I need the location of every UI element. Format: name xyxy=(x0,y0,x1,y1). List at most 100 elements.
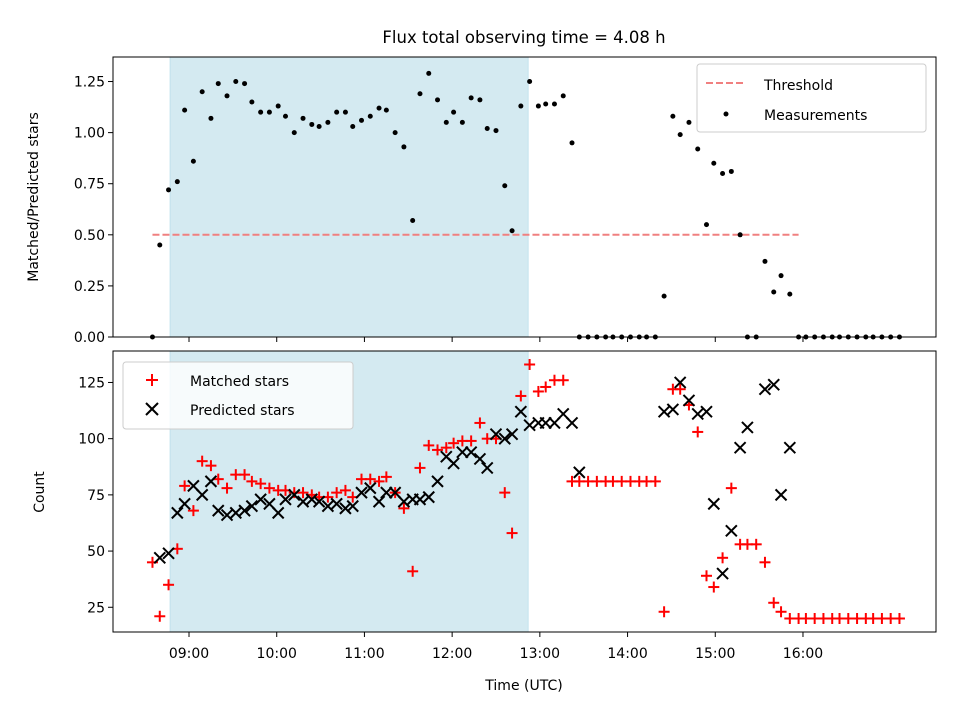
x-tick-label: 10:00 xyxy=(257,646,297,662)
predicted-star-point xyxy=(397,495,411,508)
matched-star-point xyxy=(339,484,351,496)
matched-star-point xyxy=(331,487,343,499)
measurement-point xyxy=(569,140,575,146)
predicted-star-point xyxy=(707,497,721,511)
matched-star-point xyxy=(154,610,166,622)
x-tick-label: 16:00 xyxy=(783,646,823,662)
y-tick-label: 0.25 xyxy=(74,279,105,295)
measurement-point xyxy=(711,160,717,166)
predicted-star-point xyxy=(758,383,772,396)
measurement-point xyxy=(435,97,441,103)
measurement-point xyxy=(703,222,709,228)
matched-star-point xyxy=(407,565,419,577)
predicted-star-point xyxy=(220,508,234,522)
predicted-star-point xyxy=(498,432,511,445)
measurement-point xyxy=(661,293,667,299)
matched-star-point xyxy=(205,460,217,472)
predicted-star-point xyxy=(305,493,319,506)
bottom-panel: 09:00 10:00 11:00 12:00 13:00 14:00 15:00 16:00… xyxy=(32,350,937,694)
legend-predicted-label: Predicted stars xyxy=(190,403,295,419)
measurement-point xyxy=(720,170,726,176)
measurement-point xyxy=(157,242,163,248)
matched-star-point xyxy=(474,417,486,429)
measurement-point xyxy=(325,119,331,125)
predicted-star-point xyxy=(271,506,285,520)
predicted-star-point xyxy=(657,405,671,418)
y-tick-label: 1.00 xyxy=(74,126,105,142)
matched-star-point xyxy=(440,442,452,454)
measurement-point xyxy=(199,89,205,95)
predicted-star-point xyxy=(514,405,528,418)
measurement-point xyxy=(383,107,389,113)
measurement-point xyxy=(728,168,734,174)
legend-predicted-swatch xyxy=(145,402,159,416)
bottom-y-axis-label: Count xyxy=(32,471,48,513)
top-x-ticks xyxy=(188,337,804,342)
matched-star-point xyxy=(187,505,199,517)
predicted-star-point xyxy=(489,427,503,441)
matched-star-point xyxy=(297,487,309,499)
measurement-point xyxy=(737,232,743,238)
x-tick-label: 09:00 xyxy=(169,646,209,662)
predicted-star-point xyxy=(456,445,469,459)
predicted-star-point xyxy=(741,421,754,434)
bottom-series xyxy=(146,358,905,625)
measurement-point xyxy=(426,70,432,76)
y-tick-label: 25 xyxy=(87,600,105,616)
measurement-point xyxy=(224,93,230,99)
predicted-star-point xyxy=(716,567,729,580)
predicted-star-point xyxy=(565,416,579,430)
legend-matched-swatch xyxy=(146,374,158,386)
x-axis-label: Time (UTC) xyxy=(484,678,562,694)
predicted-star-point xyxy=(288,488,301,502)
measurement-point xyxy=(451,109,457,115)
bottom-legend: Matched stars Predicted stars xyxy=(122,361,354,430)
matched-star-point xyxy=(506,527,518,539)
measurement-point xyxy=(342,109,348,115)
matched-star-point xyxy=(649,475,661,487)
matched-star-point xyxy=(414,462,426,474)
matched-star-point xyxy=(179,480,191,492)
predicted-star-point xyxy=(229,506,242,520)
top-plot-frame xyxy=(112,56,937,338)
legend-measurements-swatch xyxy=(723,111,729,117)
measurement-point xyxy=(401,144,407,150)
x-tick-label: 11:00 xyxy=(344,646,384,662)
x-tick-label: 15:00 xyxy=(695,646,735,662)
matched-star-point xyxy=(432,444,444,456)
matched-star-point xyxy=(465,435,477,447)
matched-star-point xyxy=(499,487,511,499)
predicted-star-point xyxy=(171,506,184,520)
predicted-star-point xyxy=(666,403,680,416)
x-tick-label: 12:00 xyxy=(432,646,472,662)
predicted-star-point xyxy=(178,497,191,511)
predicted-star-point xyxy=(447,457,460,470)
matched-star-point xyxy=(775,606,787,618)
predicted-star-point xyxy=(162,547,175,560)
matched-star-point xyxy=(239,469,251,481)
predicted-star-point xyxy=(733,441,747,454)
measurement-point xyxy=(686,119,692,125)
matched-star-point xyxy=(708,581,720,593)
predicted-star-point xyxy=(312,495,326,508)
top-panel: 0.00 0.25 0.50 0.75 1.00 1.25 Matched/Predict… xyxy=(26,56,937,346)
measurement-point xyxy=(275,103,281,109)
matched-star-point xyxy=(674,383,686,395)
measurement-point xyxy=(535,103,541,109)
matched-star-point xyxy=(221,482,233,494)
measurement-point xyxy=(778,273,784,279)
series-predicted-stars xyxy=(153,376,797,580)
measurement-point xyxy=(300,115,306,121)
predicted-star-point xyxy=(296,495,310,508)
series-matched-stars xyxy=(146,358,905,625)
matched-star-point xyxy=(750,538,762,550)
predicted-star-point xyxy=(245,499,259,513)
measurement-point xyxy=(309,121,315,127)
matched-star-point xyxy=(373,475,385,487)
matched-star-point xyxy=(364,473,376,485)
measurement-point xyxy=(182,107,188,113)
measurement-point xyxy=(233,79,239,85)
measurement-point xyxy=(249,99,255,105)
measurement-point xyxy=(787,291,793,297)
